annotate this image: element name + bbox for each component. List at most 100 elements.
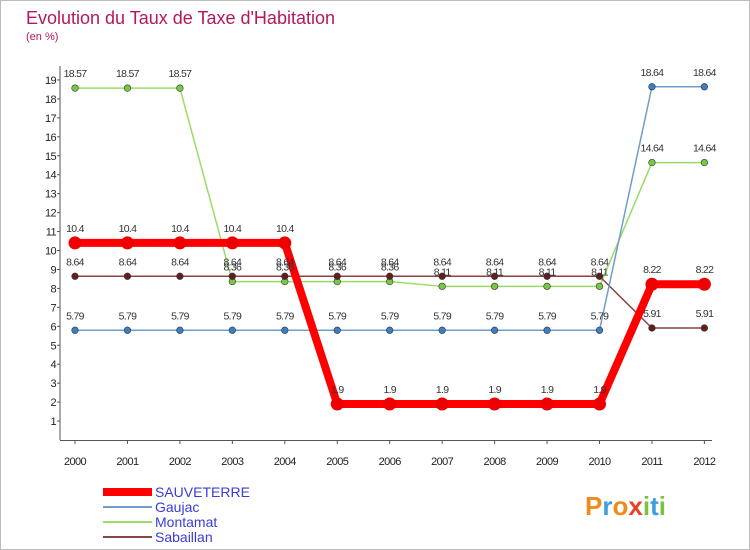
data-label-gaujac: 5.79 [119,310,137,322]
point-montamat [176,84,184,92]
point-sauveterre [330,397,344,411]
y-tick-label: 16 [45,132,57,144]
data-label-sauveterre: 10.4 [224,223,242,235]
y-tick-label: 2 [50,397,56,409]
data-label-gaujac: 5.79 [171,310,189,322]
point-gaujac [700,83,709,91]
y-tick-label: 4 [50,359,56,371]
point-sabaillan [281,272,289,280]
x-tick-label: 2002 [169,456,192,468]
point-sabaillan [595,272,604,280]
point-sabaillan [386,272,394,280]
proxiti-logo: Proxiti [585,491,666,521]
x-tick-label: 2012 [693,456,716,468]
series-gaujac [71,83,709,334]
y-tick-label: 13 [45,189,57,201]
point-sauveterre [383,397,397,411]
data-label-sauveterre: 1.9 [593,384,606,396]
point-sauveterre [645,277,659,291]
point-sabaillan [228,272,236,280]
data-label-sauveterre: 10.4 [276,223,294,235]
legend-label-montamat: Montamat [155,514,217,530]
series-sabaillan [71,272,709,332]
data-label-sabaillan: 8.64 [171,256,189,268]
point-sabaillan [648,324,656,332]
point-sabaillan [176,272,184,280]
data-label-gaujac: 5.79 [328,310,346,322]
point-montamat [438,282,446,290]
point-sauveterre [120,236,134,250]
logo-letter: o [612,491,628,521]
data-label-sabaillan: 8.64 [591,256,609,268]
y-tick-label: 12 [45,208,57,220]
point-sabaillan [438,272,446,280]
data-label-gaujac: 18.64 [641,67,665,79]
y-tick-label: 10 [45,246,57,258]
legend-label-sabaillan: Sabaillan [155,529,213,545]
y-tick-label: 18 [45,94,57,106]
data-label-montamat: 8.36 [381,262,399,274]
point-gaujac [176,326,184,334]
point-sauveterre [225,236,239,250]
data-label-sauveterre: 1.9 [383,384,396,396]
data-label-sauveterre: 8.22 [643,264,661,276]
y-tick-label: 7 [50,302,56,314]
data-label-sauveterre: 10.4 [119,223,137,235]
x-tick-label: 2003 [221,456,244,468]
data-label-gaujac: 5.79 [224,310,242,322]
logo-letter: P [585,491,602,521]
data-labels-gaujac: 5.79 5.79 5.79 5.79 5.79 5.79 5.79 5.79 5.79 5.79… [66,67,717,323]
x-tick-label: 2000 [64,456,87,468]
data-label-sauveterre: 1.9 [488,384,501,396]
x-tick-label: 2004 [274,456,297,468]
y-tick-label: 19 [45,75,57,87]
data-label-gaujac: 5.79 [66,310,84,322]
chart-subtitle: (en %) [26,31,58,43]
point-montamat [700,158,709,167]
data-labels: 18.57 18.57 18.578.36 8.36 8.36 8.36 8.11 8.11 8… [64,67,718,396]
data-label-sauveterre: 8.22 [696,264,714,276]
point-gaujac [438,326,446,334]
point-sabaillan [123,272,132,280]
point-sabaillan [700,324,709,332]
point-gaujac [333,326,341,334]
point-sauveterre [173,236,187,250]
point-sabaillan [491,272,499,280]
y-tick-label: 1 [50,416,56,428]
x-tick-label: 2008 [484,456,507,468]
point-gaujac [595,326,604,334]
data-label-sabaillan: 8.64 [381,256,399,268]
legend-label-gaujac: Gaujac [155,499,199,515]
point-sauveterre [488,397,502,411]
point-montamat [543,282,551,290]
data-label-montamat: 8.36 [276,262,294,274]
data-label-gaujac: 5.79 [591,310,609,322]
y-tick-label: 17 [45,113,57,125]
data-label-montamat: 14.64 [693,143,717,155]
y-tick-label: 9 [50,264,56,276]
data-label-sabaillan: 8.64 [433,256,451,268]
point-sauveterre [278,236,292,250]
x-tick-label: 2007 [431,456,454,468]
point-sabaillan [71,272,79,280]
data-label-montamat: 18.57 [64,68,88,80]
chart-title: Evolution du Taux de Taxe d'Habitation [26,8,335,28]
x-tick-label: 2005 [326,456,349,468]
point-montamat [71,84,79,92]
data-labels-sauveterre: 10.4 10.4 10.4 10.4 10.4 1.9 1.9 1.9 1.9 1.9 1.9 8.… [66,223,715,396]
point-sauveterre [593,397,606,411]
x-tick-label: 2009 [536,456,559,468]
data-label-montamat: 8.11 [486,266,504,278]
data-label-gaujac: 5.79 [538,310,556,322]
data-label-sabaillan: 8.64 [66,256,84,268]
point-sabaillan [333,272,341,280]
x-tick-label: 2010 [588,456,611,468]
logo-letter: i [659,491,666,521]
data-labels-montamat: 18.57 18.57 18.578.36 8.36 8.36 8.36 8.11 8.11 8… [64,68,718,278]
data-label-montamat: 8.11 [591,266,609,278]
data-label-sabaillan: 8.64 [328,256,346,268]
data-label-sabaillan: 5.91 [696,308,714,320]
data-label-sauveterre: 1.9 [541,384,554,396]
